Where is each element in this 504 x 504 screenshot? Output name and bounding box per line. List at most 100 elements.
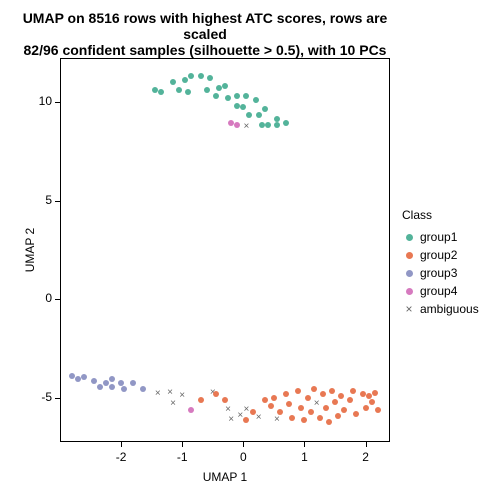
data-point [301, 417, 307, 423]
data-point [262, 397, 268, 403]
data-point [109, 376, 115, 382]
y-tick-label: 10 [39, 94, 52, 108]
data-point [198, 397, 204, 403]
legend-item: group4 [402, 282, 479, 300]
data-point [228, 120, 234, 126]
data-point [283, 120, 289, 126]
y-tick-label: -5 [41, 390, 52, 404]
dot-icon [402, 288, 416, 295]
legend-item: × ambiguous [402, 300, 479, 318]
data-point: × [170, 398, 176, 410]
data-point [323, 405, 329, 411]
x-tick-label: -2 [106, 450, 136, 464]
title-line-2: 82/96 confident samples (silhouette > 0.… [0, 42, 410, 58]
x-tick-label: 1 [289, 450, 319, 464]
legend-item-label: group4 [420, 284, 457, 298]
legend-item: group3 [402, 264, 479, 282]
data-point [350, 388, 356, 394]
data-point [305, 395, 311, 401]
data-point [121, 386, 127, 392]
y-axis-label: UMAP 2 [23, 228, 37, 272]
data-point [311, 386, 317, 392]
data-point [97, 384, 103, 390]
legend-item-label: ambiguous [420, 302, 479, 316]
legend-item-label: group1 [420, 230, 457, 244]
data-point [204, 87, 210, 93]
x-axis-label: UMAP 1 [195, 470, 255, 484]
data-point [256, 112, 262, 118]
data-point [320, 391, 326, 397]
data-point [130, 380, 136, 386]
data-point [363, 405, 369, 411]
dot-icon [402, 270, 416, 277]
x-tick-mark [182, 442, 183, 447]
x-tick-mark [243, 442, 244, 447]
data-point [234, 122, 240, 128]
y-tick-label: 0 [45, 291, 52, 305]
data-point [277, 409, 283, 415]
dot-icon [402, 234, 416, 241]
data-point [188, 73, 194, 79]
data-point [182, 77, 188, 83]
data-point [286, 401, 292, 407]
data-point: × [274, 414, 280, 426]
data-point [329, 388, 335, 394]
data-point [243, 93, 249, 99]
cross-icon: × [402, 302, 416, 316]
data-point: × [179, 390, 185, 402]
data-point [185, 89, 191, 95]
data-point [225, 95, 231, 101]
data-point [246, 112, 252, 118]
data-point: × [155, 388, 161, 400]
data-point: × [228, 414, 234, 426]
data-point: × [167, 387, 173, 399]
data-point [234, 103, 240, 109]
x-tick-label: -1 [167, 450, 197, 464]
data-point: × [256, 412, 262, 424]
title-line-1: UMAP on 8516 rows with highest ATC score… [0, 10, 410, 42]
data-point [222, 83, 228, 89]
data-point [262, 106, 268, 112]
data-point [308, 409, 314, 415]
legend-item-label: group3 [420, 266, 457, 280]
data-point [289, 415, 295, 421]
data-point [91, 378, 97, 384]
data-point [271, 395, 277, 401]
data-point [253, 97, 259, 103]
data-point [274, 122, 280, 128]
data-point [347, 397, 353, 403]
data-point [103, 380, 109, 386]
data-point: × [243, 121, 249, 133]
data-point [353, 411, 359, 417]
chart-root: UMAP on 8516 rows with highest ATC score… [0, 0, 504, 504]
data-point [332, 399, 338, 405]
data-point [268, 403, 274, 409]
data-point [341, 407, 347, 413]
data-point [360, 391, 366, 397]
x-tick-mark [304, 442, 305, 447]
data-point [69, 373, 75, 379]
data-point [198, 73, 204, 79]
data-point: × [314, 398, 320, 410]
data-point [243, 417, 249, 423]
data-point [213, 93, 219, 99]
legend-item: group2 [402, 246, 479, 264]
data-point [152, 87, 158, 93]
legend-item-label: group2 [420, 248, 457, 262]
data-point [295, 388, 301, 394]
y-tick-mark [55, 201, 60, 202]
data-point [75, 376, 81, 382]
legend-title: Class [402, 208, 479, 222]
y-tick-mark [55, 299, 60, 300]
data-point [234, 93, 240, 99]
data-point [188, 407, 194, 413]
data-point [222, 397, 228, 403]
data-point [158, 89, 164, 95]
data-point [265, 122, 271, 128]
data-point [317, 415, 323, 421]
data-point [250, 409, 256, 415]
data-point [213, 391, 219, 397]
chart-title: UMAP on 8516 rows with highest ATC score… [0, 10, 410, 58]
dot-icon [402, 252, 416, 259]
data-point [335, 413, 341, 419]
